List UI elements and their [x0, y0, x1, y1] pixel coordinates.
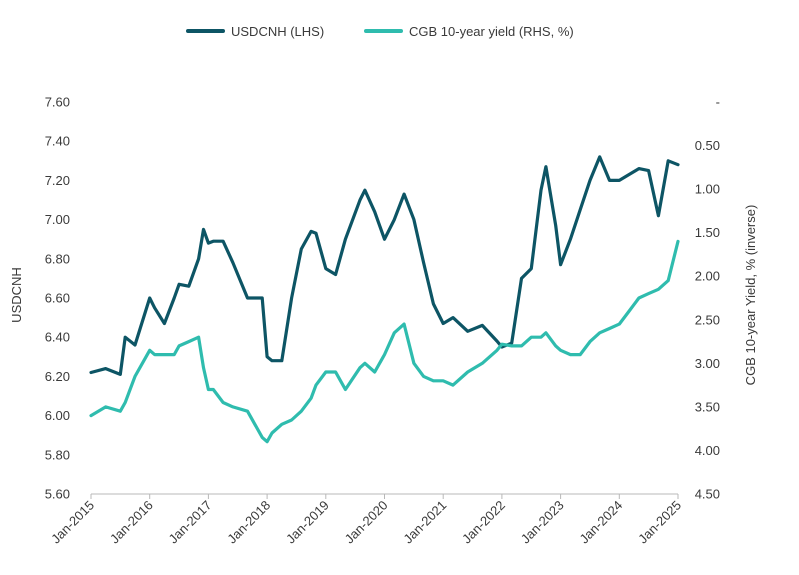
cgb-yield-series-line: [89, 239, 680, 444]
legend: USDCNH (LHS) CGB 10-year yield (RHS, %): [186, 24, 574, 39]
x-tick-label: Jan-2018: [224, 498, 273, 547]
x-tick-label: Jan-2023: [518, 498, 567, 547]
usdcnh-series-line: [89, 155, 680, 376]
left-axis-ticks: 5.60 5.80 6.00 6.20 6.40 6.60 6.80 7.00 7.20 7.40…: [45, 95, 70, 502]
left-tick-label: 7.40: [45, 134, 70, 149]
x-tick-label: Jan-2020: [342, 498, 391, 547]
right-tick-label: 4.50: [695, 487, 720, 502]
right-tick-label: 2.00: [695, 269, 720, 284]
left-tick-label: 7.20: [45, 173, 70, 188]
right-tick-label: 2.50: [695, 312, 720, 327]
legend-usdcnh-label: USDCNH (LHS): [231, 24, 324, 39]
left-tick-label: 6.40: [45, 330, 70, 345]
left-tick-label: 7.60: [45, 95, 70, 110]
x-tick-label: Jan-2017: [166, 498, 215, 547]
right-tick-label: 0.50: [695, 138, 720, 153]
x-axis: Jan-2015 Jan-2016 Jan-2017 Jan-2018 Jan-2019…: [48, 493, 684, 547]
x-tick-label: Jan-2019: [283, 498, 332, 547]
right-axis-ticks: - 0.50 1.00 1.50 2.00 2.50 3.00 3.50 4.00 4.50: [695, 95, 720, 502]
x-tick-label: Jan-2025: [635, 498, 684, 547]
left-tick-label: 6.00: [45, 408, 70, 423]
left-tick-label: 6.80: [45, 251, 70, 266]
left-axis-title: USDCNH: [9, 267, 24, 323]
right-tick-label: 4.00: [695, 443, 720, 458]
right-axis-title: CGB 10-year Yield, % (inverse): [743, 205, 758, 386]
x-tick-label: Jan-2022: [459, 498, 508, 547]
right-tick-label: 1.00: [695, 182, 720, 197]
right-tick-label: 3.50: [695, 399, 720, 414]
left-tick-label: 6.60: [45, 291, 70, 306]
x-tick-label: Jan-2021: [400, 498, 449, 547]
left-tick-label: 6.20: [45, 369, 70, 384]
legend-cgb-label: CGB 10-year yield (RHS, %): [409, 24, 574, 39]
left-tick-label: 5.80: [45, 447, 70, 462]
right-tick-label: -: [716, 95, 720, 110]
x-tick-label: Jan-2015: [48, 498, 97, 547]
x-tick-label: Jan-2024: [576, 498, 625, 547]
series-lines: [89, 155, 680, 444]
x-tick-label: Jan-2016: [107, 498, 156, 547]
right-tick-label: 3.00: [695, 356, 720, 371]
right-tick-label: 1.50: [695, 225, 720, 240]
left-tick-label: 7.00: [45, 212, 70, 227]
left-tick-label: 5.60: [45, 487, 70, 502]
